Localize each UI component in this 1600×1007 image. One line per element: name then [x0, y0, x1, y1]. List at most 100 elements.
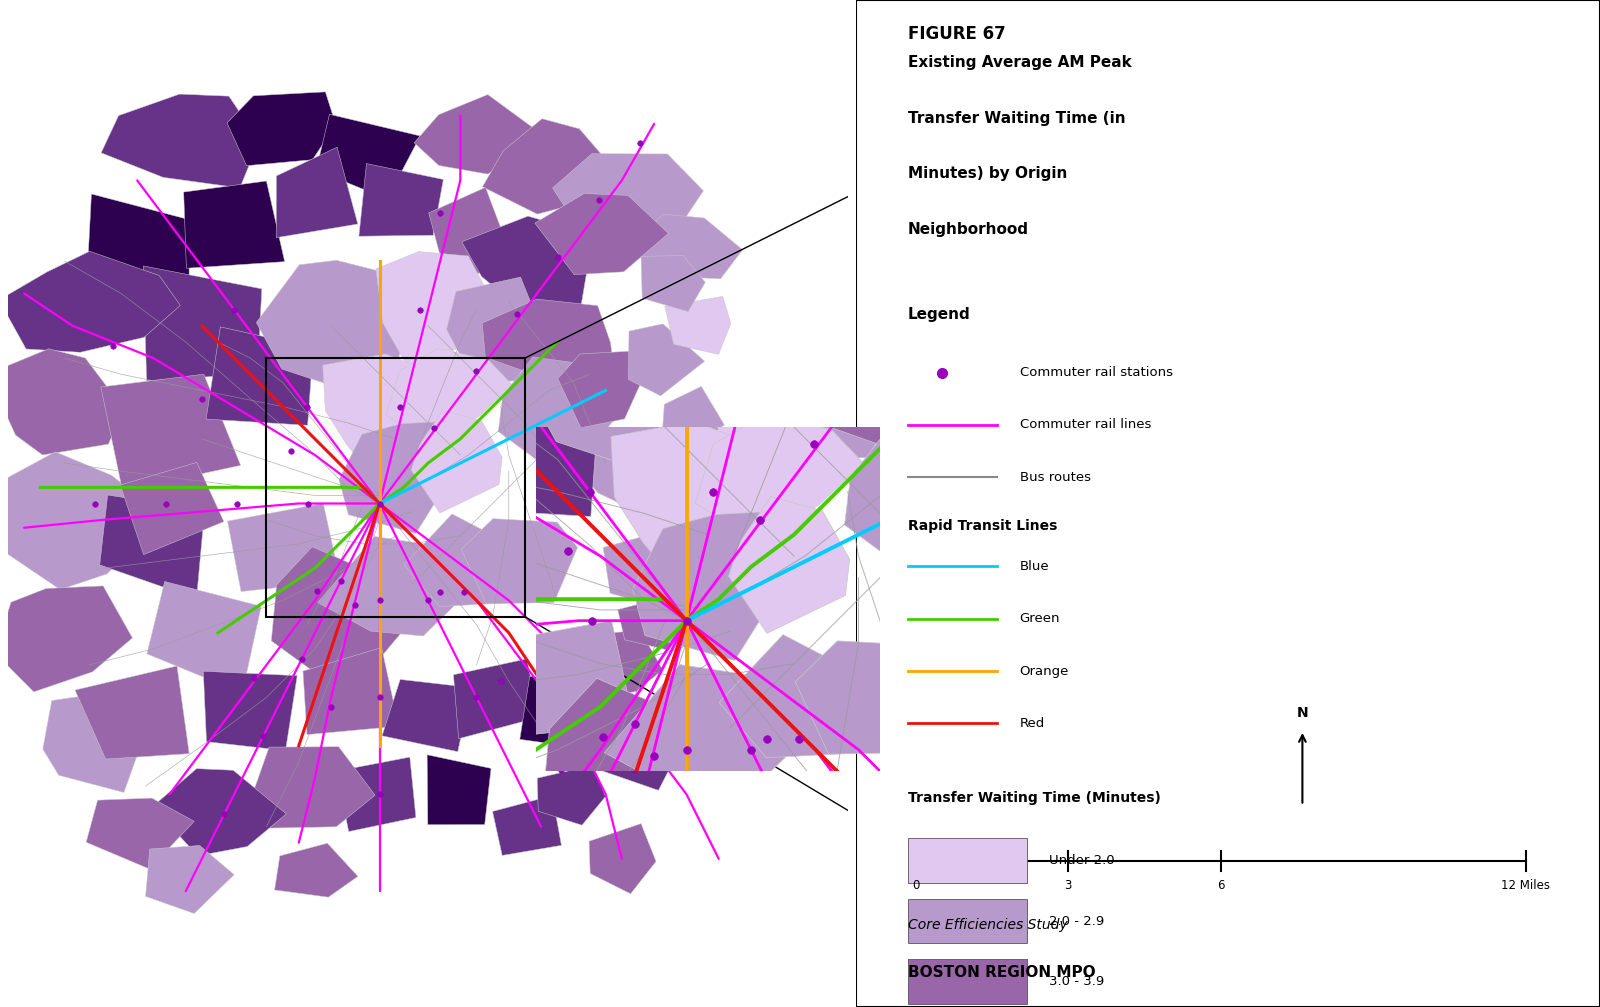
Polygon shape — [926, 789, 1064, 882]
Polygon shape — [147, 581, 261, 693]
Polygon shape — [386, 348, 512, 446]
Polygon shape — [542, 679, 728, 850]
Polygon shape — [336, 757, 416, 832]
Polygon shape — [664, 296, 731, 354]
Polygon shape — [560, 630, 662, 700]
Polygon shape — [203, 672, 298, 750]
Polygon shape — [414, 95, 541, 174]
Polygon shape — [893, 208, 1070, 316]
Polygon shape — [253, 747, 374, 828]
Polygon shape — [795, 640, 950, 754]
Polygon shape — [461, 519, 578, 604]
Polygon shape — [384, 974, 563, 1007]
Polygon shape — [227, 92, 336, 166]
Polygon shape — [0, 452, 166, 589]
Text: Commuter rail stations: Commuter rail stations — [1019, 367, 1173, 379]
Polygon shape — [558, 350, 640, 428]
Polygon shape — [323, 353, 462, 474]
Polygon shape — [1019, 236, 1170, 321]
Polygon shape — [984, 663, 1090, 756]
Polygon shape — [795, 239, 966, 378]
Polygon shape — [642, 256, 706, 312]
Bar — [909, 839, 1027, 883]
Polygon shape — [179, 285, 421, 420]
Polygon shape — [451, 844, 578, 950]
Text: Red: Red — [1019, 717, 1045, 730]
Polygon shape — [696, 414, 862, 545]
Polygon shape — [822, 348, 998, 457]
Polygon shape — [227, 504, 341, 591]
Polygon shape — [456, 386, 598, 517]
Polygon shape — [238, 871, 370, 1005]
Polygon shape — [517, 945, 680, 1007]
Polygon shape — [549, 146, 658, 267]
Polygon shape — [520, 676, 594, 748]
Polygon shape — [206, 327, 314, 425]
Text: 6: 6 — [1218, 879, 1224, 892]
Polygon shape — [824, 109, 998, 236]
Polygon shape — [298, 208, 434, 348]
Polygon shape — [88, 194, 189, 299]
Polygon shape — [659, 168, 771, 265]
Polygon shape — [587, 710, 680, 790]
Polygon shape — [315, 448, 502, 603]
Polygon shape — [632, 465, 707, 529]
Polygon shape — [632, 512, 810, 661]
Polygon shape — [1003, 745, 1098, 816]
Polygon shape — [602, 103, 741, 215]
Polygon shape — [482, 299, 613, 381]
Polygon shape — [314, 609, 454, 747]
Polygon shape — [661, 387, 725, 449]
Text: FIGURE 67: FIGURE 67 — [909, 25, 1006, 43]
Polygon shape — [589, 824, 656, 894]
Polygon shape — [629, 959, 734, 1007]
Bar — [909, 960, 1027, 1004]
Text: N: N — [1296, 706, 1309, 720]
Polygon shape — [426, 191, 560, 307]
Polygon shape — [874, 851, 971, 946]
Polygon shape — [317, 76, 526, 200]
Polygon shape — [603, 535, 683, 605]
Polygon shape — [429, 187, 517, 276]
Polygon shape — [453, 659, 539, 739]
Polygon shape — [382, 680, 472, 751]
Polygon shape — [720, 634, 886, 757]
Polygon shape — [272, 547, 411, 676]
Text: 3.0 - 3.9: 3.0 - 3.9 — [1050, 975, 1104, 988]
Polygon shape — [498, 357, 630, 462]
Polygon shape — [376, 252, 490, 366]
Polygon shape — [0, 586, 133, 692]
Polygon shape — [184, 181, 285, 268]
Polygon shape — [446, 277, 541, 383]
Polygon shape — [1024, 569, 1123, 654]
Polygon shape — [611, 422, 795, 581]
Text: Legend: Legend — [909, 307, 971, 322]
Text: Blue: Blue — [1019, 560, 1050, 573]
Polygon shape — [483, 73, 629, 171]
Polygon shape — [938, 524, 1078, 630]
Polygon shape — [101, 375, 240, 490]
Polygon shape — [152, 768, 286, 856]
Polygon shape — [682, 285, 834, 437]
Polygon shape — [302, 648, 398, 734]
Polygon shape — [493, 796, 562, 856]
Polygon shape — [282, 837, 434, 961]
Polygon shape — [378, 724, 530, 873]
Polygon shape — [275, 843, 358, 897]
Polygon shape — [179, 552, 403, 735]
Polygon shape — [1018, 382, 1118, 477]
Text: 12 Miles: 12 Miles — [1501, 879, 1550, 892]
Polygon shape — [144, 266, 262, 381]
Text: Transfer Waiting Time (Minutes): Transfer Waiting Time (Minutes) — [909, 790, 1162, 805]
Polygon shape — [963, 896, 1086, 1002]
Polygon shape — [277, 147, 358, 238]
Polygon shape — [605, 665, 813, 797]
Polygon shape — [411, 410, 502, 513]
Polygon shape — [896, 969, 987, 1007]
Polygon shape — [917, 155, 1117, 274]
Text: Existing Average AM Peak: Existing Average AM Peak — [909, 55, 1131, 70]
Polygon shape — [427, 754, 491, 825]
Polygon shape — [165, 415, 346, 556]
Polygon shape — [75, 666, 189, 759]
Polygon shape — [318, 537, 475, 636]
